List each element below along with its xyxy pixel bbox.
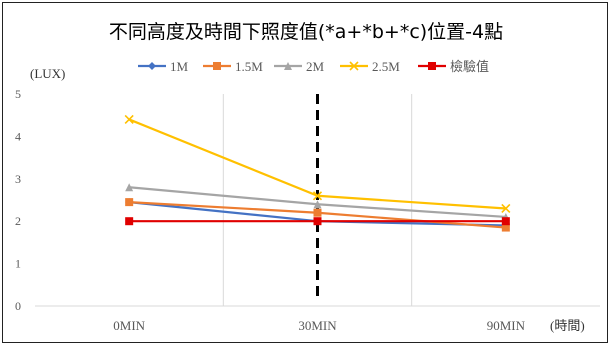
data-point: [125, 183, 134, 192]
legend-item: 2.5M: [340, 59, 400, 74]
legend-item: 1M: [138, 59, 189, 74]
data-point: [501, 223, 510, 232]
y-tick-label: 4: [15, 129, 21, 143]
legend-marker: [428, 62, 436, 70]
series-1.5M: [125, 198, 510, 232]
grid-layer: [222, 94, 413, 306]
legend-marker: [213, 62, 221, 70]
y-tick-label: 0: [15, 299, 21, 313]
data-point: [313, 208, 322, 217]
data-point: [313, 217, 322, 226]
data-point: [125, 217, 134, 226]
x-tick-label: 0MIN: [113, 318, 145, 333]
axis-layer: 0 1 2 3 4 5 0MIN 30MIN 90MIN: [15, 87, 600, 333]
legend-label: 2.5M: [372, 59, 400, 74]
legend: 1M 1.5M 2M 2.5M 檢驗值: [138, 59, 489, 74]
legend-item: 1.5M: [203, 59, 263, 74]
data-point: [124, 114, 134, 125]
series-檢驗值: [125, 217, 510, 226]
chart-frame: [2, 2, 608, 343]
series-layer: [124, 114, 511, 232]
y-tick-label: 2: [15, 214, 21, 228]
legend-label: 2M: [306, 59, 325, 74]
x-axis-label: (時間): [550, 318, 585, 333]
data-point: [501, 217, 510, 226]
legend-label: 1.5M: [235, 59, 263, 74]
data-point: [313, 200, 322, 209]
series-2.5M: [124, 114, 511, 214]
legend-label: 1M: [170, 59, 189, 74]
data-point: [501, 203, 511, 214]
y-tick-label: 5: [15, 87, 21, 101]
x-tick-label: 30MIN: [298, 318, 337, 333]
chart-title: 不同高度及時間下照度值(*a+*b+*c)位置-4點: [109, 21, 503, 43]
data-point: [312, 191, 323, 201]
legend-marker: [284, 62, 292, 70]
x-tick-label: 90MIN: [487, 318, 526, 333]
y-tick-label: 3: [15, 172, 21, 186]
legend-marker: [148, 62, 156, 70]
data-point: [125, 198, 134, 207]
legend-marker: [349, 61, 359, 71]
y-tick-label: 1: [15, 257, 21, 271]
legend-label: 檢驗值: [450, 59, 489, 74]
legend-item: 2M: [274, 59, 325, 74]
legend-item: 檢驗值: [418, 59, 489, 74]
y-axis-label: (LUX): [30, 66, 65, 81]
